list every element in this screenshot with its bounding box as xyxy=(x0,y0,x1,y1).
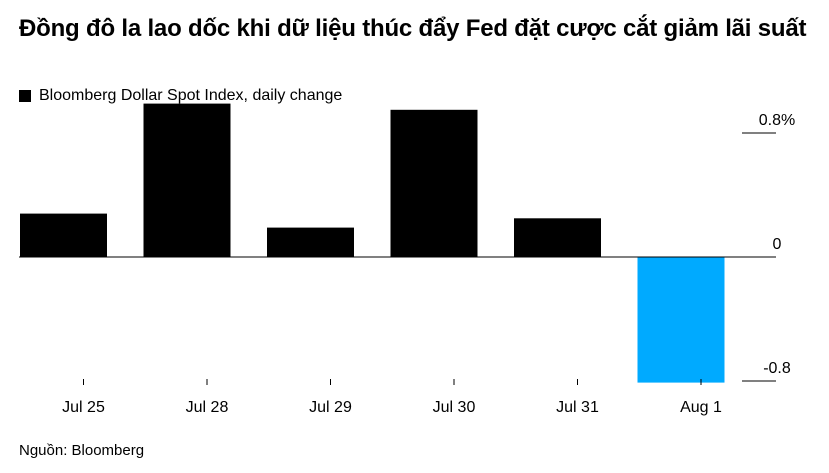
x-tick-label: Jul 25 xyxy=(62,399,105,416)
y-tick-label: -0.8 xyxy=(763,360,791,377)
chart-title: Đồng đô la lao dốc khi dữ liệu thúc đẩy … xyxy=(19,15,807,42)
y-tick-label: 0.8% xyxy=(759,112,795,129)
x-tick-label: Jul 28 xyxy=(186,399,229,416)
x-tick-label: Jul 30 xyxy=(433,399,476,416)
x-tick-label: Aug 1 xyxy=(680,399,722,416)
x-tick-label: Jul 31 xyxy=(556,399,599,416)
bar-jul-31 xyxy=(514,218,601,258)
x-tick-label: Jul 29 xyxy=(309,399,352,416)
bar-jul-29 xyxy=(267,227,354,257)
legend: Bloomberg Dollar Spot Index, daily chang… xyxy=(19,86,342,106)
bar-aug-1 xyxy=(637,257,725,383)
legend-swatch xyxy=(19,90,31,102)
bar-jul-25 xyxy=(20,213,107,257)
bar-jul-30 xyxy=(390,109,478,258)
bar-jul-28 xyxy=(143,103,231,257)
y-tick-label: 0 xyxy=(773,236,782,253)
source-note: Nguồn: Bloomberg xyxy=(19,442,145,459)
legend-label: Bloomberg Dollar Spot Index, daily chang… xyxy=(39,87,343,104)
